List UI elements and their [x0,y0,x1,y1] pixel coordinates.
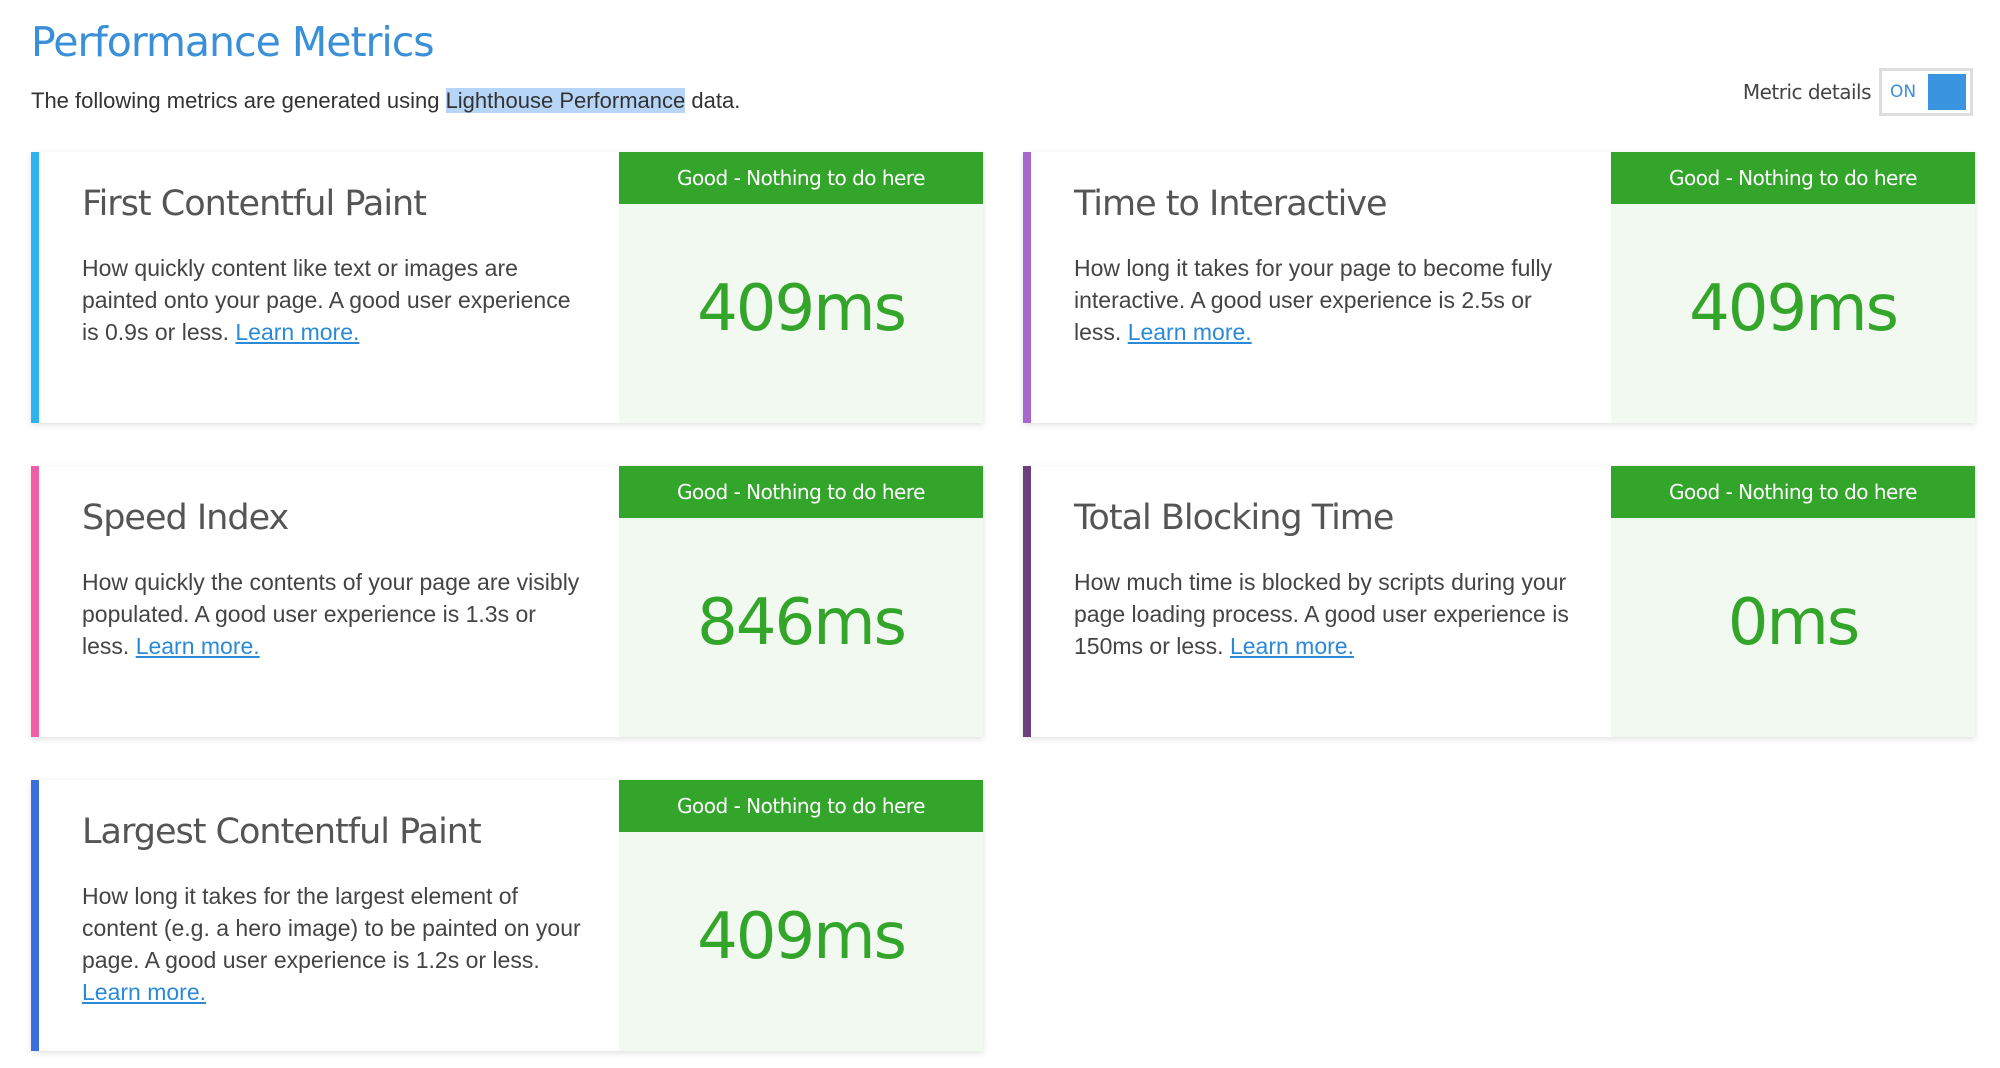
subtitle-highlight: Lighthouse Performance [445,88,686,113]
metric-info: First Contentful Paint How quickly conte… [39,152,619,423]
metric-description: How long it takes for the largest elemen… [82,880,589,1008]
metric-score: Good - Nothing to do here 409ms [619,780,983,1051]
description-text: How quickly the contents of your page ar… [82,569,580,659]
metric-description: How quickly the contents of your page ar… [82,566,589,662]
status-badge: Good - Nothing to do here [619,152,983,204]
learn-more-link[interactable]: Learn more. [1229,633,1354,659]
metric-info: Time to Interactive How long it takes fo… [1031,152,1611,423]
status-badge: Good - Nothing to do here [1611,466,1975,518]
metric-card-time-to-interactive: Time to Interactive How long it takes fo… [1023,152,1975,423]
metric-card-largest-contentful-paint: Largest Contentful Paint How long it tak… [31,780,983,1051]
metric-info: Speed Index How quickly the contents of … [39,466,619,737]
description-text: How much time is blocked by scripts duri… [1074,569,1569,659]
metric-description: How quickly content like text or images … [82,252,589,348]
metric-value: 0ms [1727,585,1860,660]
toggle-state: ON [1890,82,1917,102]
metric-value: 409ms [697,271,907,346]
metric-details-toggle[interactable]: ON [1879,68,1973,116]
metric-card-first-contentful-paint: First Contentful Paint How quickly conte… [31,152,983,423]
status-badge: Good - Nothing to do here [619,780,983,832]
metric-title: Total Blocking Time [1074,498,1394,538]
metric-value: 409ms [1689,271,1899,346]
description-text: How long it takes for the largest elemen… [82,883,581,973]
metric-score: Good - Nothing to do here 409ms [619,152,983,423]
description-text: How long it takes for your page to becom… [1074,255,1553,345]
metric-card-total-blocking-time: Total Blocking Time How much time is blo… [1023,466,1975,737]
subtitle-text-end: data. [685,88,741,113]
metric-value: 846ms [697,585,907,660]
learn-more-link[interactable]: Learn more. [235,319,360,345]
page-subtitle: The following metrics are generated usin… [31,88,740,114]
metric-title: Speed Index [82,498,289,538]
toggle-knob[interactable] [1928,74,1966,110]
metric-details-label: Metric details [1742,80,1872,104]
metric-info: Total Blocking Time How much time is blo… [1031,466,1611,737]
status-badge: Good - Nothing to do here [1611,152,1975,204]
metric-card-speed-index: Speed Index How quickly the contents of … [31,466,983,737]
metric-title: Largest Contentful Paint [82,812,482,852]
metric-title: Time to Interactive [1074,184,1388,224]
metric-score: Good - Nothing to do here 846ms [619,466,983,737]
subtitle-text: The following metrics are generated usin… [31,88,446,113]
learn-more-link[interactable]: Learn more. [82,979,207,1005]
metric-score: Good - Nothing to do here 409ms [1611,152,1975,423]
metric-details-control: Metric details ON [1743,68,1973,116]
metric-title: First Contentful Paint [82,184,427,224]
page-title: Performance Metrics [31,18,435,66]
metric-description: How long it takes for your page to becom… [1074,252,1581,348]
learn-more-link[interactable]: Learn more. [135,633,260,659]
metric-score: Good - Nothing to do here 0ms [1611,466,1975,737]
metric-description: How much time is blocked by scripts duri… [1074,566,1581,662]
learn-more-link[interactable]: Learn more. [1127,319,1252,345]
metric-info: Largest Contentful Paint How long it tak… [39,780,619,1051]
status-badge: Good - Nothing to do here [619,466,983,518]
description-text: How quickly content like text or images … [82,255,571,345]
metric-value: 409ms [697,899,907,974]
